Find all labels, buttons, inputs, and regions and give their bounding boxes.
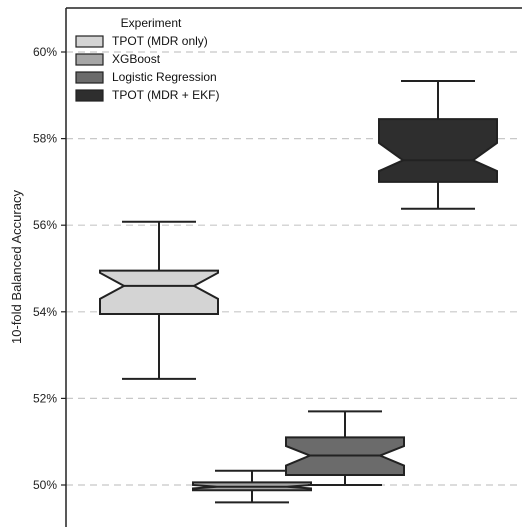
box-tpot-mdr-only <box>99 220 219 380</box>
y-axis-label: 10-fold Balanced Accuracy <box>9 190 24 344</box>
legend-label: XGBoost <box>112 52 161 66</box>
box-tpot-mdr-ekf <box>378 80 498 210</box>
y-tick-label: 54% <box>33 305 57 319</box>
legend-label: Logistic Regression <box>112 70 217 84</box>
legend-swatch <box>75 53 104 66</box>
y-tick-label: 60% <box>33 45 57 59</box>
y-tick-label: 58% <box>33 132 57 146</box>
boxes <box>99 80 498 504</box>
legend-title: Experiment <box>121 16 182 30</box>
y-tick-label: 52% <box>33 391 57 405</box>
grid-lines <box>66 51 522 486</box>
y-tick-label: 50% <box>33 478 57 492</box>
y-ticks: 50% 52% 54% 56% 58% 60% <box>33 45 66 492</box>
box-body <box>99 269 219 315</box>
legend-swatch <box>75 89 104 102</box>
legend-swatch <box>75 71 104 84</box>
legend-swatch <box>75 35 104 48</box>
legend: Experiment TPOT (MDR only) XGBoost Logisti… <box>75 16 219 102</box>
axes <box>65 7 522 527</box>
legend-label: TPOT (MDR only) <box>112 34 208 48</box>
legend-label: TPOT (MDR + EKF) <box>112 88 219 102</box>
box-body <box>378 118 498 183</box>
y-tick-label: 56% <box>33 218 57 232</box>
box-logistic-regression <box>285 410 405 486</box>
